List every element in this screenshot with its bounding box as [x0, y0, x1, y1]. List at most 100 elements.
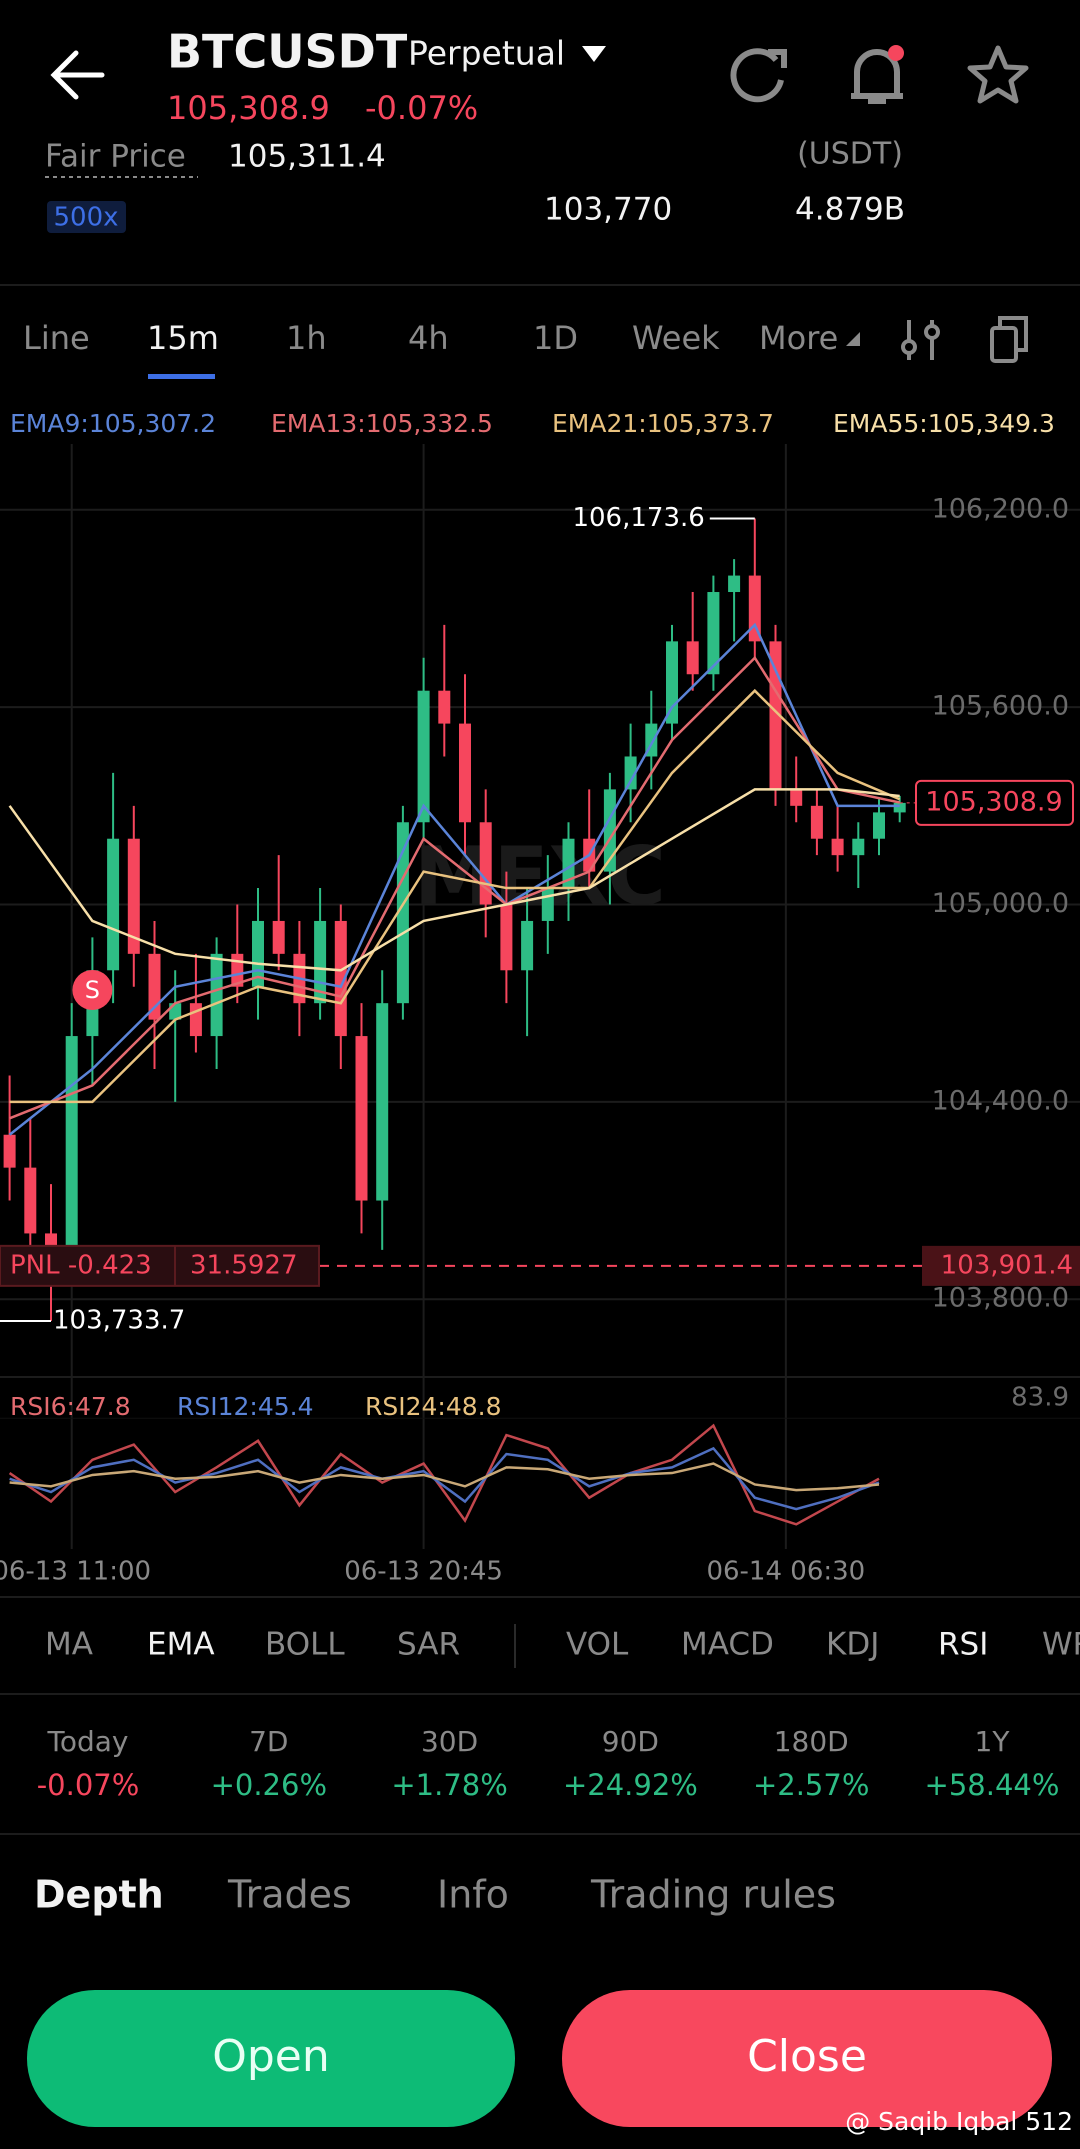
candle-body [272, 920, 285, 954]
candle-body [376, 1003, 389, 1201]
rsi-legend: RSI24:48.8 [365, 1392, 502, 1421]
rsi-legend: RSI12:45.4 [177, 1392, 314, 1421]
period-label: 180D [774, 1725, 849, 1758]
settings-icon[interactable] [901, 320, 940, 360]
stat: 103,770 [544, 192, 672, 228]
dropdown-arrow[interactable] [582, 46, 606, 62]
unit: (USDT) [797, 137, 903, 172]
indicator-tab[interactable]: RSI [938, 1627, 988, 1663]
price-change: -0.07% [365, 89, 478, 127]
candle-body [873, 812, 885, 839]
pnl-price-label: 103,901.4 [941, 1250, 1073, 1280]
high-label: 106,173.6 [572, 503, 704, 533]
period-label: 90D [602, 1725, 659, 1758]
candle-body [810, 805, 823, 839]
price-tick-label: 104,400.0 [932, 1085, 1069, 1116]
leverage-badge [47, 201, 126, 233]
period-change: -0.07% [37, 1768, 140, 1802]
timeframe-tab[interactable]: 1D [533, 319, 578, 357]
time-tick-label: 06-14 06:30 [706, 1557, 865, 1587]
candle-body [831, 838, 844, 856]
timeframe-tab[interactable]: 1h [286, 319, 327, 357]
period-label: 7D [249, 1725, 288, 1758]
indicator-tab[interactable]: EMA [147, 1627, 215, 1663]
ema-legend: EMA55:105,349.3 [833, 409, 1055, 438]
leverage: 500x [53, 203, 118, 233]
favorite-icon[interactable] [967, 45, 1029, 104]
refresh-icon-arrow [768, 49, 787, 68]
grid: 106,200.0 105,600.0 105,000.0 104,400.0 103,… [0, 444, 1080, 1587]
candle-body [748, 575, 761, 642]
close-button[interactable] [562, 1990, 1052, 2127]
price-tick-label: 105,600.0 [932, 691, 1069, 722]
pnl-amount: 31.5927 [190, 1250, 298, 1280]
candle-body [790, 789, 803, 806]
candle-body [210, 953, 223, 1037]
last-price-label: 105,308.9 [925, 786, 1062, 817]
section-tab[interactable]: Depth [34, 1873, 164, 1917]
bell-icon[interactable] [851, 49, 903, 104]
back-button[interactable] [50, 50, 105, 100]
timeframe-tab[interactable]: Line [23, 319, 90, 357]
section-tab[interactable]: Trading rules [590, 1873, 836, 1917]
contract-type[interactable]: Perpetual [408, 34, 565, 73]
indicator-line [8, 622, 900, 1136]
candle-body [127, 838, 140, 954]
candle-body [189, 1003, 202, 1037]
time-tick-label: 06-13 11:00 [0, 1557, 151, 1587]
candle-body [728, 575, 741, 593]
credit: @ Saqib Iqbal 512 [845, 2107, 1073, 2136]
indicator-line [8, 788, 900, 972]
stat: 4.879B [795, 192, 905, 228]
candle-body [666, 641, 678, 724]
layout-icon[interactable] [990, 316, 1028, 363]
price-tick-label: 106,200.0 [932, 493, 1069, 524]
low-label: 103,733.7 [53, 1306, 185, 1336]
indicator-tab[interactable]: SAR [397, 1627, 460, 1663]
candle-body [893, 802, 906, 813]
rsi-legend: RSI6:47.8 [10, 1392, 131, 1421]
notification-dot [888, 45, 904, 61]
period-change: +0.26% [211, 1768, 327, 1802]
ema-legend: EMA21:105,373.7 [552, 409, 774, 438]
candle-body [65, 1036, 78, 1267]
performance: Today -0.07% 7D +0.26% 30D +1.78% 90D +24.92% 18… [37, 1725, 1060, 1802]
open-button[interactable] [27, 1990, 515, 2127]
timeframe-tab[interactable]: Week [632, 319, 720, 357]
rsi-tick-label: 83.9 [1011, 1383, 1069, 1413]
period-change: +1.78% [391, 1768, 507, 1802]
indicator-tabs: MA EMA BOLL SAR VOL MACD KDJ RSI WR [45, 1624, 1080, 1668]
fair-price-label: Fair Price [45, 139, 186, 175]
timeframe-tab[interactable]: 4h [408, 319, 449, 357]
candle-body [521, 920, 534, 971]
indicator-line [9, 655, 900, 1120]
indicator-tab[interactable]: MA [45, 1627, 93, 1663]
last-price-box [915, 779, 1074, 826]
candle-body [438, 690, 451, 724]
indicator-line [9, 1462, 880, 1492]
candle-body [459, 723, 471, 823]
refresh-icon[interactable] [730, 48, 784, 103]
close-button-label: Close [747, 2031, 867, 2082]
section-tab[interactable]: Info [437, 1873, 509, 1917]
indicator-tab[interactable]: BOLL [265, 1627, 345, 1663]
indicator-tab[interactable]: MACD [681, 1627, 774, 1663]
section-tab[interactable]: Trades [227, 1873, 352, 1917]
indicator-tab[interactable]: VOL [566, 1627, 629, 1663]
indicator-line [9, 688, 901, 1104]
last-price: 105,308.9 [167, 89, 330, 127]
indicator-tab[interactable]: KDJ [826, 1627, 879, 1663]
candle-body [500, 904, 513, 971]
timeframe-tab[interactable]: 15m [147, 319, 219, 357]
more-arrow [846, 332, 860, 346]
fair-price: 105,311.4 [228, 139, 386, 175]
indicator-tab[interactable]: WR [1042, 1627, 1080, 1663]
timeframe-tab[interactable]: More [759, 319, 838, 357]
candle-body [355, 1036, 368, 1201]
candle-body [686, 641, 699, 675]
candle-body [107, 838, 120, 971]
period-label: Today [47, 1725, 129, 1758]
candle-body [707, 592, 720, 675]
plot: 106,173.6 103,733.7 S PNL -0.423 31.5927 103,… [0, 503, 1080, 1336]
